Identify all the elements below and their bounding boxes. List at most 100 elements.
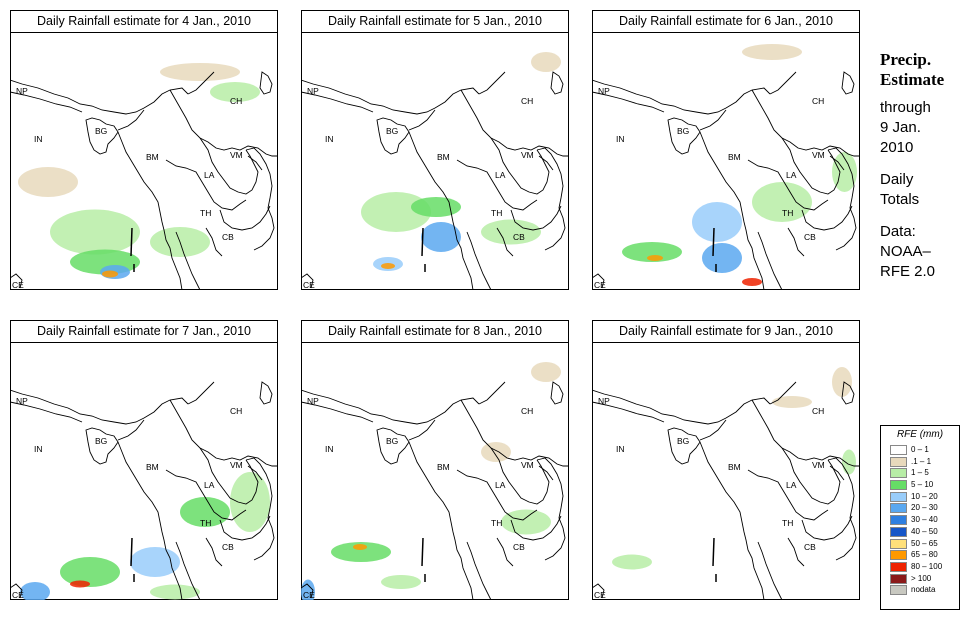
rainfall-area xyxy=(331,542,391,562)
country-label-la: LA xyxy=(495,480,506,490)
panel-title: Daily Rainfall estimate for 6 Jan., 2010 xyxy=(592,10,860,33)
side-data-line1: Data: xyxy=(880,223,916,240)
legend-label: 20 – 30 xyxy=(911,503,938,513)
legend-swatch xyxy=(890,573,907,584)
side-title-line2: Estimate xyxy=(880,70,945,89)
country-label-cb: CB xyxy=(804,542,816,552)
legend-label: .1 – 1 xyxy=(911,456,932,466)
country-label-cb: CB xyxy=(222,232,234,242)
rainfall-area xyxy=(692,202,742,242)
legend-swatch xyxy=(890,538,907,549)
rainfall-area xyxy=(742,44,802,60)
country-label-la: LA xyxy=(204,170,215,180)
rainfall-area xyxy=(531,52,561,72)
legend-item: 65 – 80 xyxy=(881,549,959,561)
country-label-la: LA xyxy=(495,170,506,180)
rainfall-map: NP IN BG CH BM VM LA TH CB CE xyxy=(592,342,860,600)
country-label-la: LA xyxy=(204,480,215,490)
country-label-ch: CH xyxy=(812,406,824,416)
side-daily-line1: Daily xyxy=(880,171,914,188)
side-date-line1: 9 Jan. xyxy=(880,119,921,136)
side-data-line3: RFE 2.0 xyxy=(880,263,936,280)
rainfall-area xyxy=(742,278,762,286)
legend-swatch xyxy=(890,515,907,526)
panel-title: Daily Rainfall estimate for 9 Jan., 2010 xyxy=(592,320,860,343)
country-label-in: IN xyxy=(616,134,625,144)
legend-label: 40 – 50 xyxy=(911,526,938,536)
rainfall-area xyxy=(531,362,561,382)
rainfall-map: NP IN BG CH BM VM LA TH CB CE xyxy=(301,32,569,290)
rainfall-area xyxy=(18,167,78,197)
panel-jan-7: Daily Rainfall estimate for 7 Jan., 2010 xyxy=(10,320,278,600)
legend-item: 30 – 40 xyxy=(881,514,959,526)
rainfall-area xyxy=(772,396,812,408)
country-label-cb: CB xyxy=(222,542,234,552)
panel-title: Daily Rainfall estimate for 8 Jan., 2010 xyxy=(301,320,569,343)
country-label-in: IN xyxy=(616,444,625,454)
country-label-bg: BG xyxy=(677,126,689,136)
rainfall-area xyxy=(60,557,120,587)
rainfall-map: NP IN BG CH BM VM LA TH CB CE xyxy=(592,32,860,290)
legend-item: > 100 xyxy=(881,573,959,585)
country-label-la: LA xyxy=(786,170,797,180)
legend-swatch xyxy=(890,468,907,479)
legend-label: 10 – 20 xyxy=(911,491,938,501)
country-label-bm: BM xyxy=(146,152,159,162)
rainfall-area xyxy=(702,243,742,273)
panel-title: Daily Rainfall estimate for 5 Jan., 2010 xyxy=(301,10,569,33)
country-label-vm: VM xyxy=(230,460,243,470)
legend-swatch xyxy=(890,550,907,561)
country-label-ch: CH xyxy=(230,96,242,106)
legend-item: .1 – 1 xyxy=(881,456,959,468)
legend-label: nodata xyxy=(911,585,936,595)
country-label-ce: CE xyxy=(594,280,606,290)
country-label-vm: VM xyxy=(812,460,825,470)
country-label-bg: BG xyxy=(95,436,107,446)
country-label-th: TH xyxy=(782,518,793,528)
country-label-th: TH xyxy=(200,208,211,218)
country-label-ch: CH xyxy=(230,406,242,416)
rainfall-area xyxy=(20,582,50,600)
legend-item: 20 – 30 xyxy=(881,502,959,514)
legend-swatch xyxy=(890,491,907,502)
country-label-ce: CE xyxy=(594,590,606,600)
country-label-in: IN xyxy=(325,444,334,454)
country-label-ch: CH xyxy=(521,96,533,106)
legend-label: 65 – 80 xyxy=(911,550,938,560)
rainfall-area xyxy=(647,255,663,261)
rainfall-area xyxy=(481,219,541,245)
side-info: Precip. Estimate through 9 Jan. 2010 Dai… xyxy=(880,50,965,282)
country-label-ce: CE xyxy=(303,590,315,600)
country-label-vm: VM xyxy=(521,150,534,160)
legend-label: 5 – 10 xyxy=(911,480,934,490)
panel-title: Daily Rainfall estimate for 4 Jan., 2010 xyxy=(10,10,278,33)
country-label-ch: CH xyxy=(812,96,824,106)
panel-jan-8: Daily Rainfall estimate for 8 Jan., 2010 xyxy=(301,320,569,600)
country-label-in: IN xyxy=(325,134,334,144)
legend-item: 80 – 100 xyxy=(881,561,959,573)
legend-item: 1 – 5 xyxy=(881,467,959,479)
rainfall-area xyxy=(612,554,652,570)
rainfall-area xyxy=(130,547,180,577)
country-label-ce: CE xyxy=(12,590,24,600)
rainfall-area xyxy=(622,242,682,262)
country-label-np: NP xyxy=(16,396,28,406)
legend-swatch xyxy=(890,503,907,514)
rainfall-map: NP IN BG CH BM VM LA TH CB CE xyxy=(10,342,278,600)
legend-label: 1 – 5 xyxy=(911,468,929,478)
country-label-cb: CB xyxy=(513,542,525,552)
panel-jan-4: Daily Rainfall estimate for 4 Jan., 2010 xyxy=(10,10,278,290)
rainfall-area xyxy=(421,222,461,252)
legend-label: 30 – 40 xyxy=(911,515,938,525)
legend-label: 0 – 1 xyxy=(911,445,929,454)
rainfall-map: NP IN BG CH BM VM LA TH CB CE xyxy=(10,32,278,290)
country-label-np: NP xyxy=(598,86,610,96)
legend-item: nodata xyxy=(881,584,959,596)
country-label-bg: BG xyxy=(95,126,107,136)
country-label-bm: BM xyxy=(437,152,450,162)
rfe-legend: RFE (mm) 0 – 1 .1 – 1 1 – 5 5 – 10 10 – 20 20… xyxy=(880,425,960,610)
country-label-cb: CB xyxy=(513,232,525,242)
side-through: through xyxy=(880,99,931,116)
rainfall-area xyxy=(102,270,118,278)
rainfall-area xyxy=(160,63,240,81)
